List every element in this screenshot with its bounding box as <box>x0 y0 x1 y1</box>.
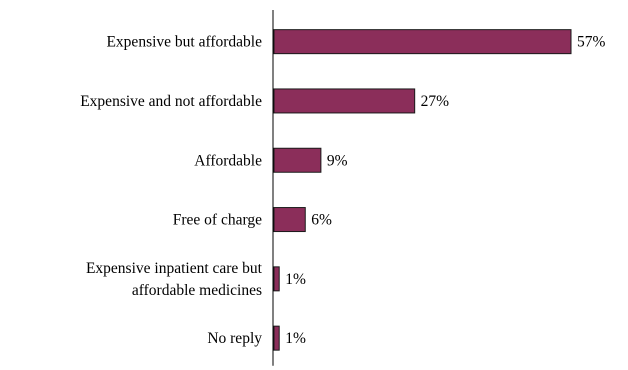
category-label: No reply <box>207 330 262 347</box>
category-label: Free of charge <box>173 212 262 229</box>
value-labels: 57% 27% 9% 6% 1% 1% <box>285 34 606 347</box>
category-label: Expensive and not affordable <box>80 93 262 110</box>
category-label: Expensive inpatient care but affordable m… <box>86 260 263 299</box>
value-label: 27% <box>421 93 450 110</box>
bar <box>273 88 416 114</box>
value-label: 57% <box>577 34 606 51</box>
bar <box>273 266 280 292</box>
bar <box>273 147 322 173</box>
category-labels: Expensive but affordable Expensive and no… <box>80 34 263 347</box>
bar <box>273 207 306 233</box>
bar <box>273 325 280 351</box>
category-label: Expensive but affordable <box>106 34 262 51</box>
value-label: 1% <box>285 330 306 347</box>
value-label: 1% <box>285 271 306 288</box>
value-label: 6% <box>311 212 332 229</box>
bar <box>273 29 572 55</box>
value-label: 9% <box>327 152 348 169</box>
bars <box>273 29 572 351</box>
category-label: Affordable <box>194 152 262 169</box>
